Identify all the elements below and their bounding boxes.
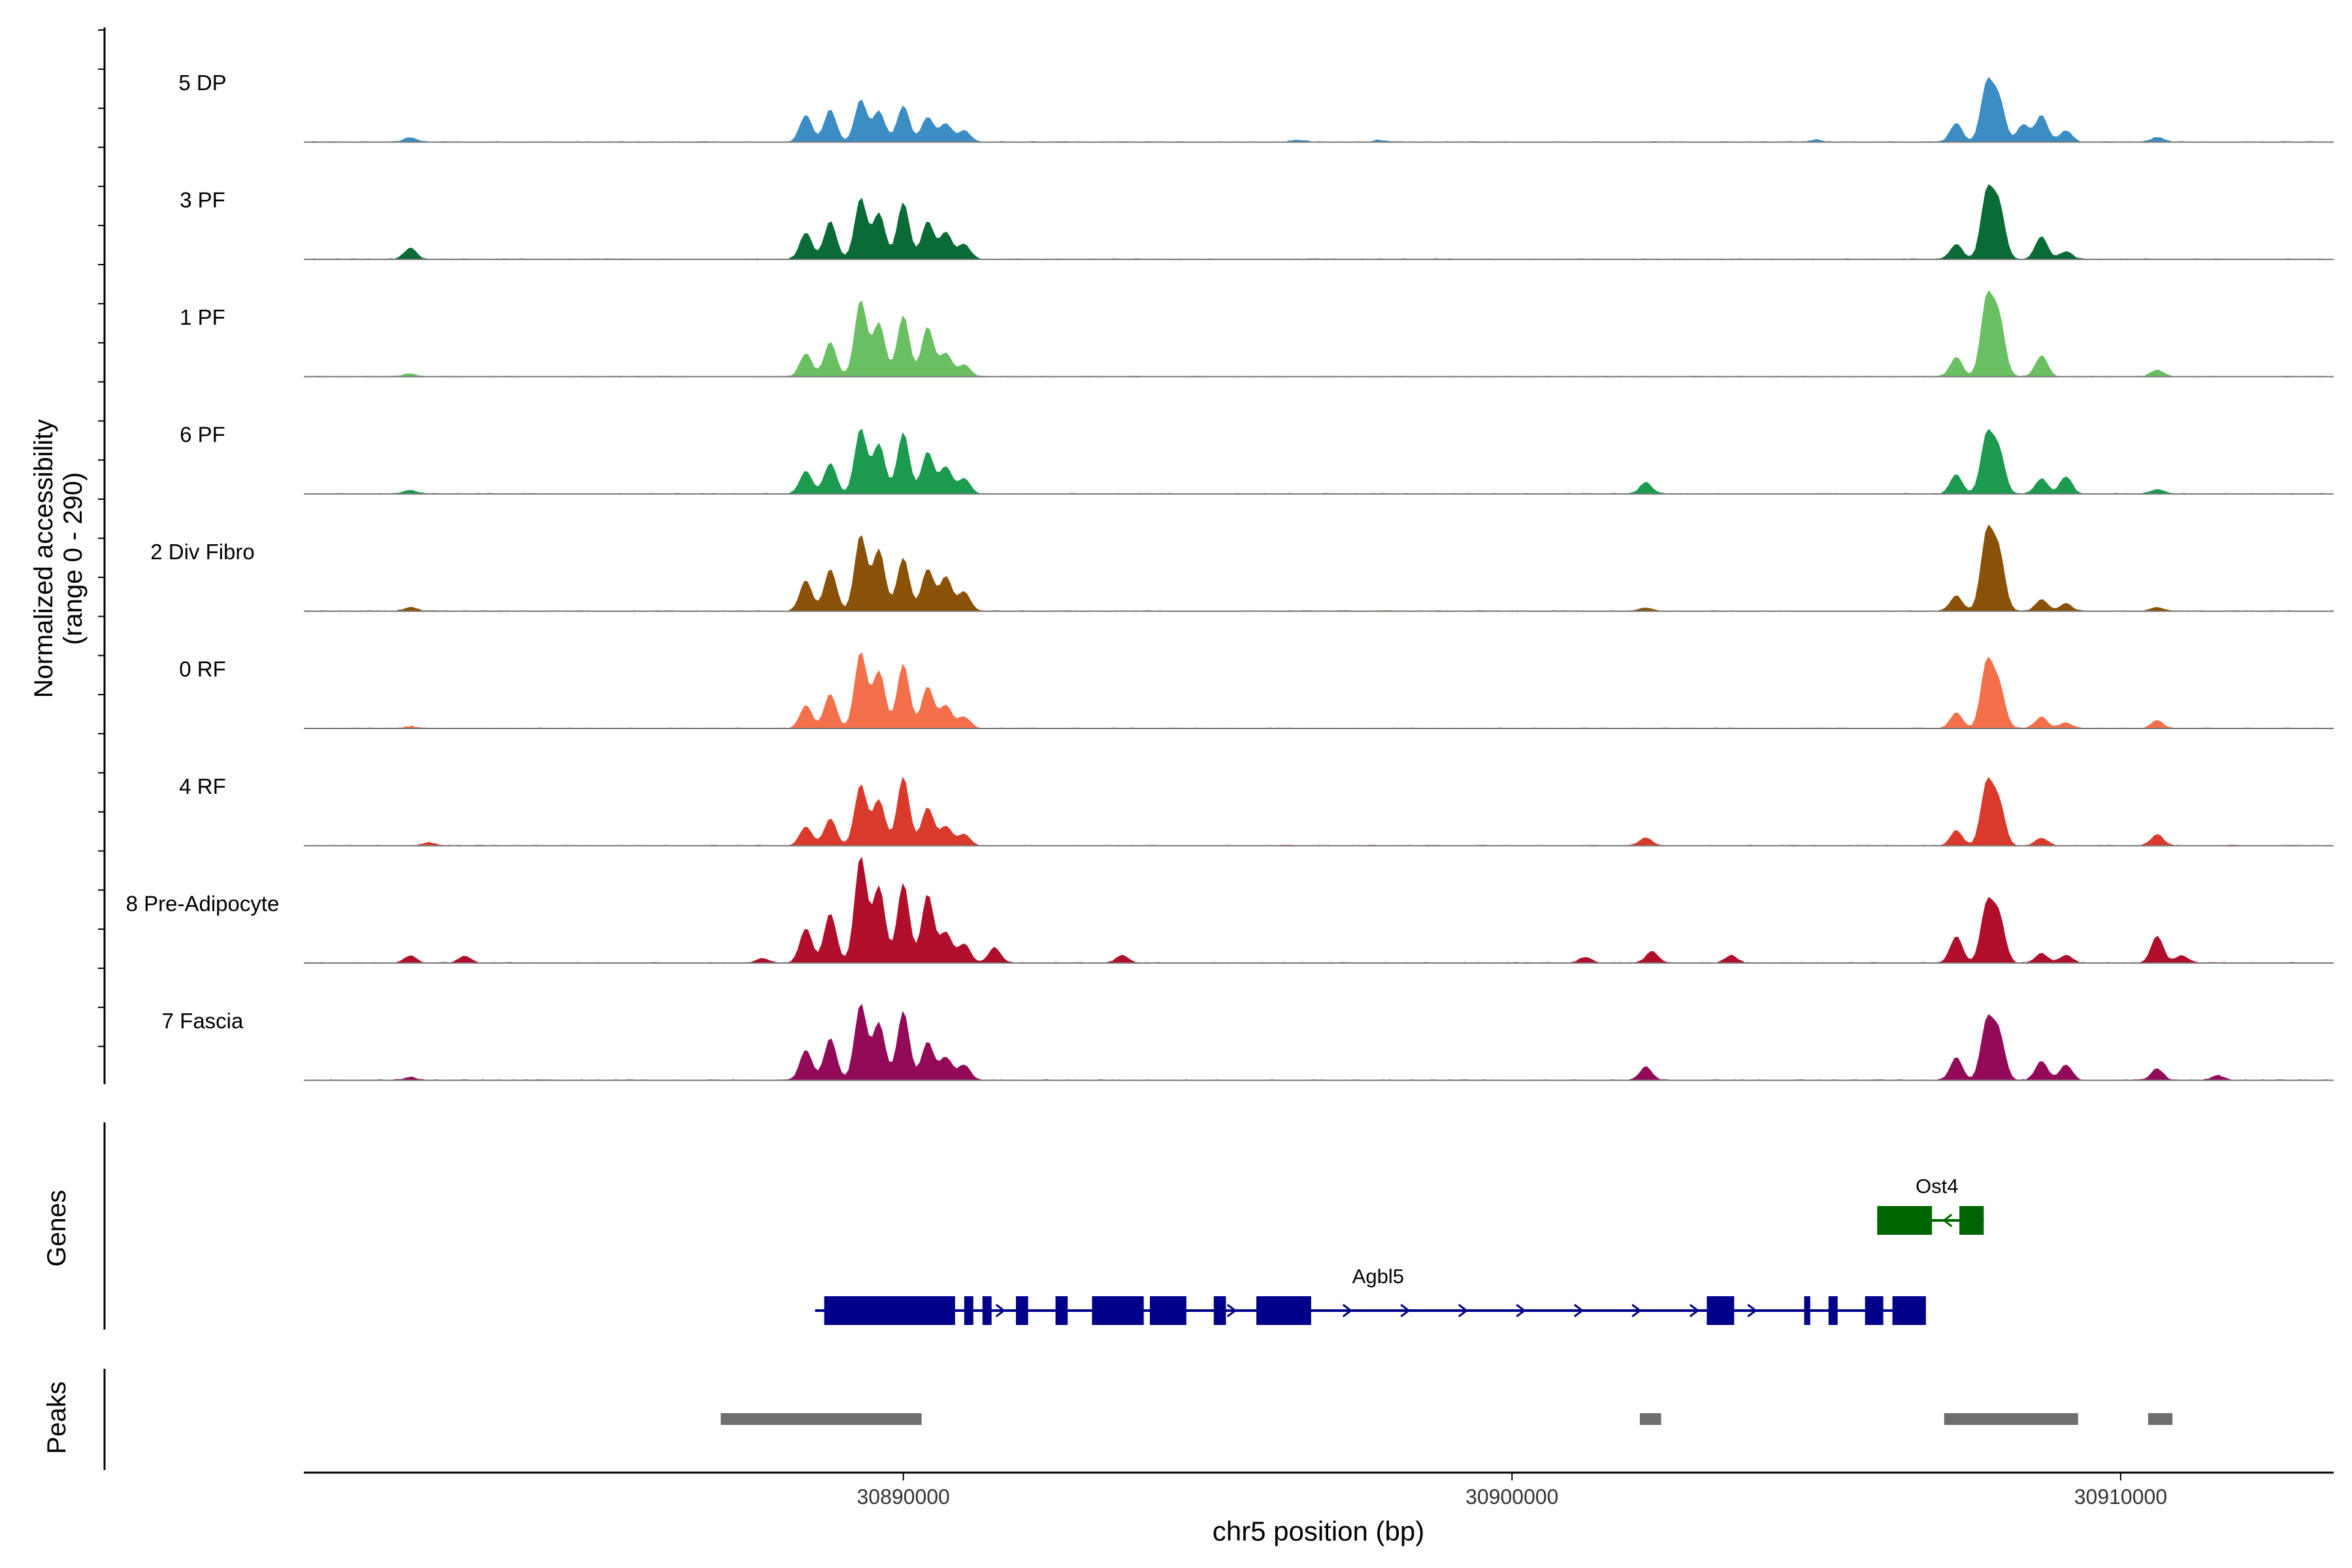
strand-arrow-icon <box>1942 1213 1953 1228</box>
coverage-area <box>304 1004 2334 1081</box>
y-axis-title-line1: Normalized accessibility <box>29 419 58 698</box>
track-7-fascia: 7 Fascia <box>162 1004 2334 1081</box>
peaks-track-title: Peaks <box>42 1381 71 1454</box>
gene-exon <box>1892 1296 1926 1325</box>
strand-arrow-icon <box>1342 1303 1353 1318</box>
gene-exon <box>1055 1296 1068 1325</box>
gene-exon <box>1877 1206 1933 1235</box>
gene-exon <box>982 1296 992 1325</box>
gene-exon <box>1213 1296 1226 1325</box>
gene-label: Agbl5 <box>1352 1265 1404 1288</box>
coverage-tracks: 5 DP 3 PF 1 PF 6 PF 2 Div Fibro 0 RF 4 RF 8 Pre… <box>126 71 2334 1081</box>
strand-arrow-icon <box>1747 1303 1757 1318</box>
track-6-pf: 6 PF <box>180 423 2334 495</box>
coverage-area <box>304 290 2334 377</box>
track-label: 0 RF <box>179 657 226 681</box>
track-5-dp: 5 DP <box>178 71 2334 143</box>
y-axis-title-line2: (range 0 - 290) <box>59 472 88 645</box>
x-axis-title: chr5 position (bp) <box>1213 1516 1425 1546</box>
track-2-div-fibro: 2 Div Fibro <box>150 524 2334 612</box>
coverage-area <box>304 76 2334 142</box>
gene-label: Ost4 <box>1916 1175 1958 1198</box>
coverage-area <box>304 184 2334 259</box>
gene-exon <box>1149 1296 1186 1325</box>
strand-arrow-icon <box>1400 1303 1411 1318</box>
track-1-pf: 1 PF <box>180 290 2334 378</box>
track-label: 7 Fascia <box>162 1009 244 1033</box>
track-3-pf: 3 PF <box>180 184 2334 260</box>
gene-exon <box>1865 1296 1884 1325</box>
gene-exon <box>1707 1296 1735 1325</box>
strand-arrow-icon <box>1516 1303 1526 1318</box>
coverage-area <box>304 651 2334 728</box>
gene-exon <box>824 1296 955 1325</box>
peak-region <box>1944 1413 2078 1425</box>
gene-exon <box>1256 1296 1311 1325</box>
gene-exon <box>1016 1296 1028 1325</box>
track-label: 3 PF <box>180 188 225 212</box>
track-0-rf: 0 RF <box>179 651 2334 729</box>
gene-exon <box>964 1296 973 1325</box>
track-label: 4 RF <box>179 774 226 798</box>
strand-arrow-icon <box>1631 1303 1642 1318</box>
strand-arrow-icon <box>995 1303 1006 1318</box>
track-8-pre-adipocyte: 8 Pre-Adipocyte <box>126 857 2334 964</box>
coverage-area <box>304 776 2334 846</box>
track-4-rf: 4 RF <box>179 774 2334 847</box>
gene-ost4: Ost4 <box>1877 1175 1984 1235</box>
axes: 30890000 30900000 30910000 <box>98 27 2334 1509</box>
peak-region <box>1639 1413 1661 1425</box>
coverage-area <box>304 428 2334 494</box>
x-tick-label: 30900000 <box>1465 1485 1558 1509</box>
gene-track: Ost4 Agbl5 <box>103 1122 1984 1330</box>
gene-exon <box>1959 1206 1984 1235</box>
coverage-area <box>304 857 2334 963</box>
track-label: 1 PF <box>180 305 225 329</box>
track-label: 5 DP <box>178 71 226 95</box>
strand-arrow-icon <box>1689 1303 1700 1318</box>
gene-exon <box>1828 1296 1838 1325</box>
strand-arrow-icon <box>1226 1303 1237 1318</box>
gene-exon <box>1092 1296 1144 1325</box>
track-label: 2 Div Fibro <box>150 540 255 564</box>
peak-region <box>2148 1413 2173 1425</box>
x-tick-label: 30910000 <box>2074 1485 2167 1509</box>
track-label: 8 Pre-Adipocyte <box>126 892 280 916</box>
gene-exon <box>1804 1296 1810 1325</box>
peak-track <box>103 1369 2173 1470</box>
genes-track-title: Genes <box>42 1190 71 1267</box>
coverage-area <box>304 524 2334 612</box>
track-label: 6 PF <box>180 423 225 447</box>
peak-region <box>721 1413 922 1425</box>
strand-arrow-icon <box>1573 1303 1584 1318</box>
strand-arrow-icon <box>1458 1303 1469 1318</box>
gene-agbl5: Agbl5 <box>815 1265 1926 1325</box>
x-tick-label: 30890000 <box>857 1485 949 1509</box>
